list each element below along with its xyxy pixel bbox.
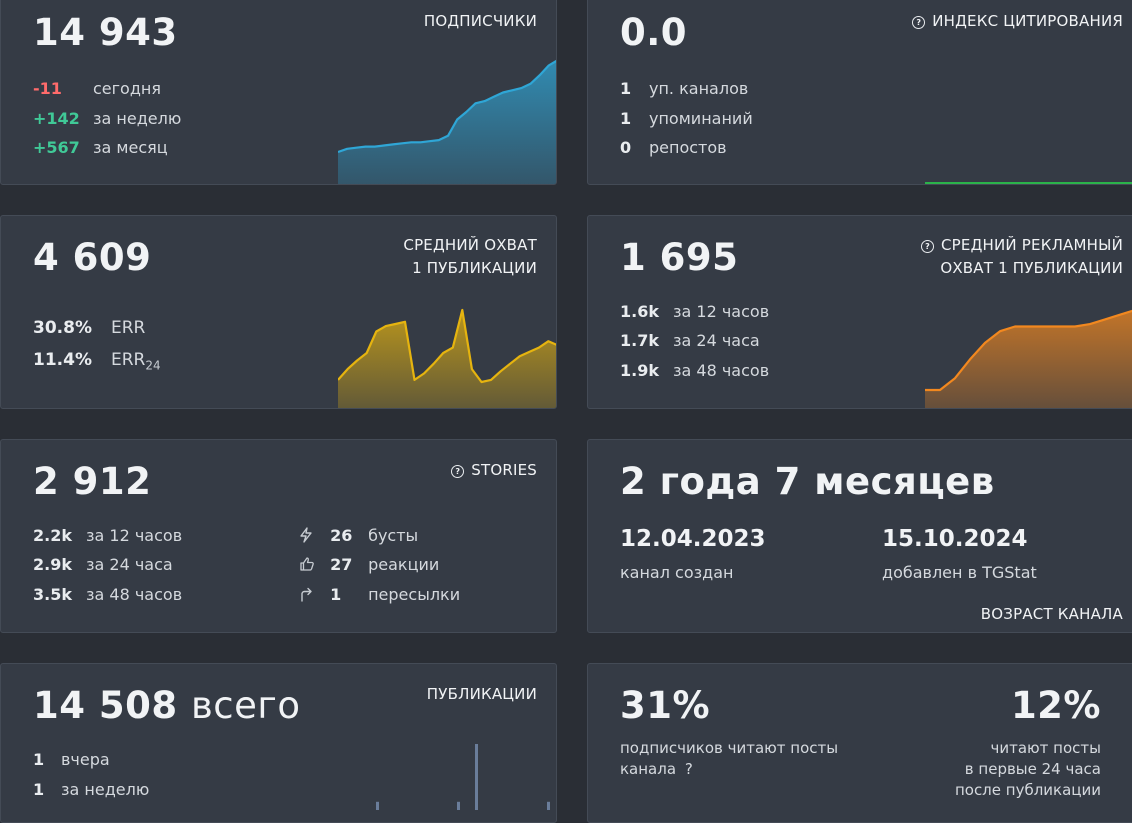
created-date: 12.04.2023 <box>620 526 766 552</box>
lightning-icon <box>299 527 315 545</box>
publications-yesterday: 1 вчера <box>33 750 110 769</box>
publications-title: ПУБЛИКАЦИИ <box>426 685 537 703</box>
subscribers-today: -11 сегодня <box>33 79 161 98</box>
ad-reach-series-area <box>925 310 1132 408</box>
stories-title: ? STORIES <box>451 459 537 482</box>
readers-left-value: 31% <box>620 684 711 727</box>
subscribers-series-line <box>338 59 556 154</box>
help-icon[interactable]: ? <box>912 16 926 29</box>
age-title: ВОЗРАСТ КАНАЛА <box>980 605 1123 623</box>
added-date: 15.10.2024 <box>882 526 1028 552</box>
citation-title: ? ИНДЕКС ЦИТИРОВАНИЯ <box>912 10 1123 33</box>
err-row: 30.8% ERR <box>33 318 146 338</box>
reach-title: СРЕДНИЙ ОХВАТ 1 ПУБЛИКАЦИИ <box>403 236 537 277</box>
ad-reach-series-line <box>925 309 1132 392</box>
publications-week: 1 за неделю <box>33 780 150 799</box>
ad-reach-sparkline <box>925 309 1132 408</box>
stories-48h: 3.5k за 48 часов <box>33 585 183 604</box>
readers-card[interactable]: 31% подписчиков читают посты канала ? 12… <box>587 663 1132 823</box>
stories-24h: 2.9k за 24 часа <box>33 555 173 574</box>
reach-sparkline <box>338 308 556 408</box>
publications-bar <box>457 801 460 810</box>
help-icon[interactable]: ? <box>921 240 934 253</box>
citation-sparkline <box>925 182 1132 184</box>
reach-series-line <box>338 308 556 384</box>
err24-row: 11.4% ERR24 <box>33 350 161 373</box>
subscribers-week: +142 за неделю <box>33 109 182 128</box>
publications-bar <box>376 801 379 810</box>
readers-right-caption: читают посты в первые 24 часа после публ… <box>954 739 1101 799</box>
ad-reach-card[interactable]: 1 695 ? СРЕДНИЙ РЕКЛАМНЫЙ ОХВАТ 1 ПУБЛИКА… <box>587 215 1132 409</box>
reach-card[interactable]: 4 609 СРЕДНИЙ ОХВАТ 1 ПУБЛИКАЦИИ 30.8% ER… <box>0 215 557 409</box>
ad-reach-12h: 1.6k за 12 часов <box>620 302 770 321</box>
citation-value: 0.0 <box>620 11 688 54</box>
reach-value: 4 609 <box>33 236 152 279</box>
stories-value: 2 912 <box>33 460 152 503</box>
subscribers-series-area <box>338 61 556 184</box>
citation-reposts: 0 репостов <box>620 138 727 157</box>
ad-reach-48h: 1.9k за 48 часов <box>620 361 770 380</box>
publications-card[interactable]: 14 508 всего ПУБЛИКАЦИИ 1 вчера 1 за недел… <box>0 663 557 823</box>
publications-bar <box>547 801 550 810</box>
citation-mentions: 1 упоминаний <box>620 109 753 128</box>
subscribers-sparkline <box>338 59 556 184</box>
subscribers-value: 14 943 <box>33 11 178 54</box>
readers-right-value: 12% <box>1010 684 1101 727</box>
forwards-row: 1 пересылки <box>299 585 460 604</box>
publications-value: 14 508 всего <box>33 684 301 727</box>
help-icon[interactable]: ? <box>451 465 465 478</box>
age-value: 2 года 7 месяцев <box>620 460 995 503</box>
stories-12h: 2.2k за 12 часов <box>33 526 183 545</box>
subscribers-month: +567 за месяц <box>33 138 168 157</box>
boosts-row: 26 бусты <box>299 526 418 545</box>
subscribers-title: ПОДПИСЧИКИ <box>423 12 537 30</box>
citation-card[interactable]: 0.0 ? ИНДЕКС ЦИТИРОВАНИЯ 1 уп. каналов 1 уп… <box>587 0 1132 185</box>
ad-reach-title: ? СРЕДНИЙ РЕКЛАМНЫЙ ОХВАТ 1 ПУБЛИКАЦИИ <box>921 234 1123 280</box>
ad-reach-value: 1 695 <box>620 236 739 279</box>
publications-bar <box>475 744 478 810</box>
reactions-row: 27 реакции <box>299 555 439 574</box>
channel-age-card[interactable]: 2 года 7 месяцев 12.04.2023 канал создан… <box>587 439 1132 633</box>
citation-channels: 1 уп. каналов <box>620 79 749 98</box>
subscribers-card[interactable]: 14 943 ПОДПИСЧИКИ -11 сегодня +142 за неде… <box>0 0 557 185</box>
ad-reach-24h: 1.7k за 24 часа <box>620 331 760 350</box>
added-label: добавлен в TGStat <box>882 563 1037 582</box>
created-label: канал создан <box>620 563 734 582</box>
readers-left-caption: подписчиков читают посты канала ? <box>620 739 839 778</box>
help-icon[interactable]: ? <box>684 760 693 778</box>
stories-card[interactable]: 2 912 ? STORIES 2.2k за 12 часов 2.9k за 24… <box>0 439 557 633</box>
publications-bar-chart <box>376 744 550 810</box>
forward-arrow-icon <box>299 586 315 604</box>
thumbs-up-icon <box>299 556 315 574</box>
reach-series-area <box>338 310 556 408</box>
